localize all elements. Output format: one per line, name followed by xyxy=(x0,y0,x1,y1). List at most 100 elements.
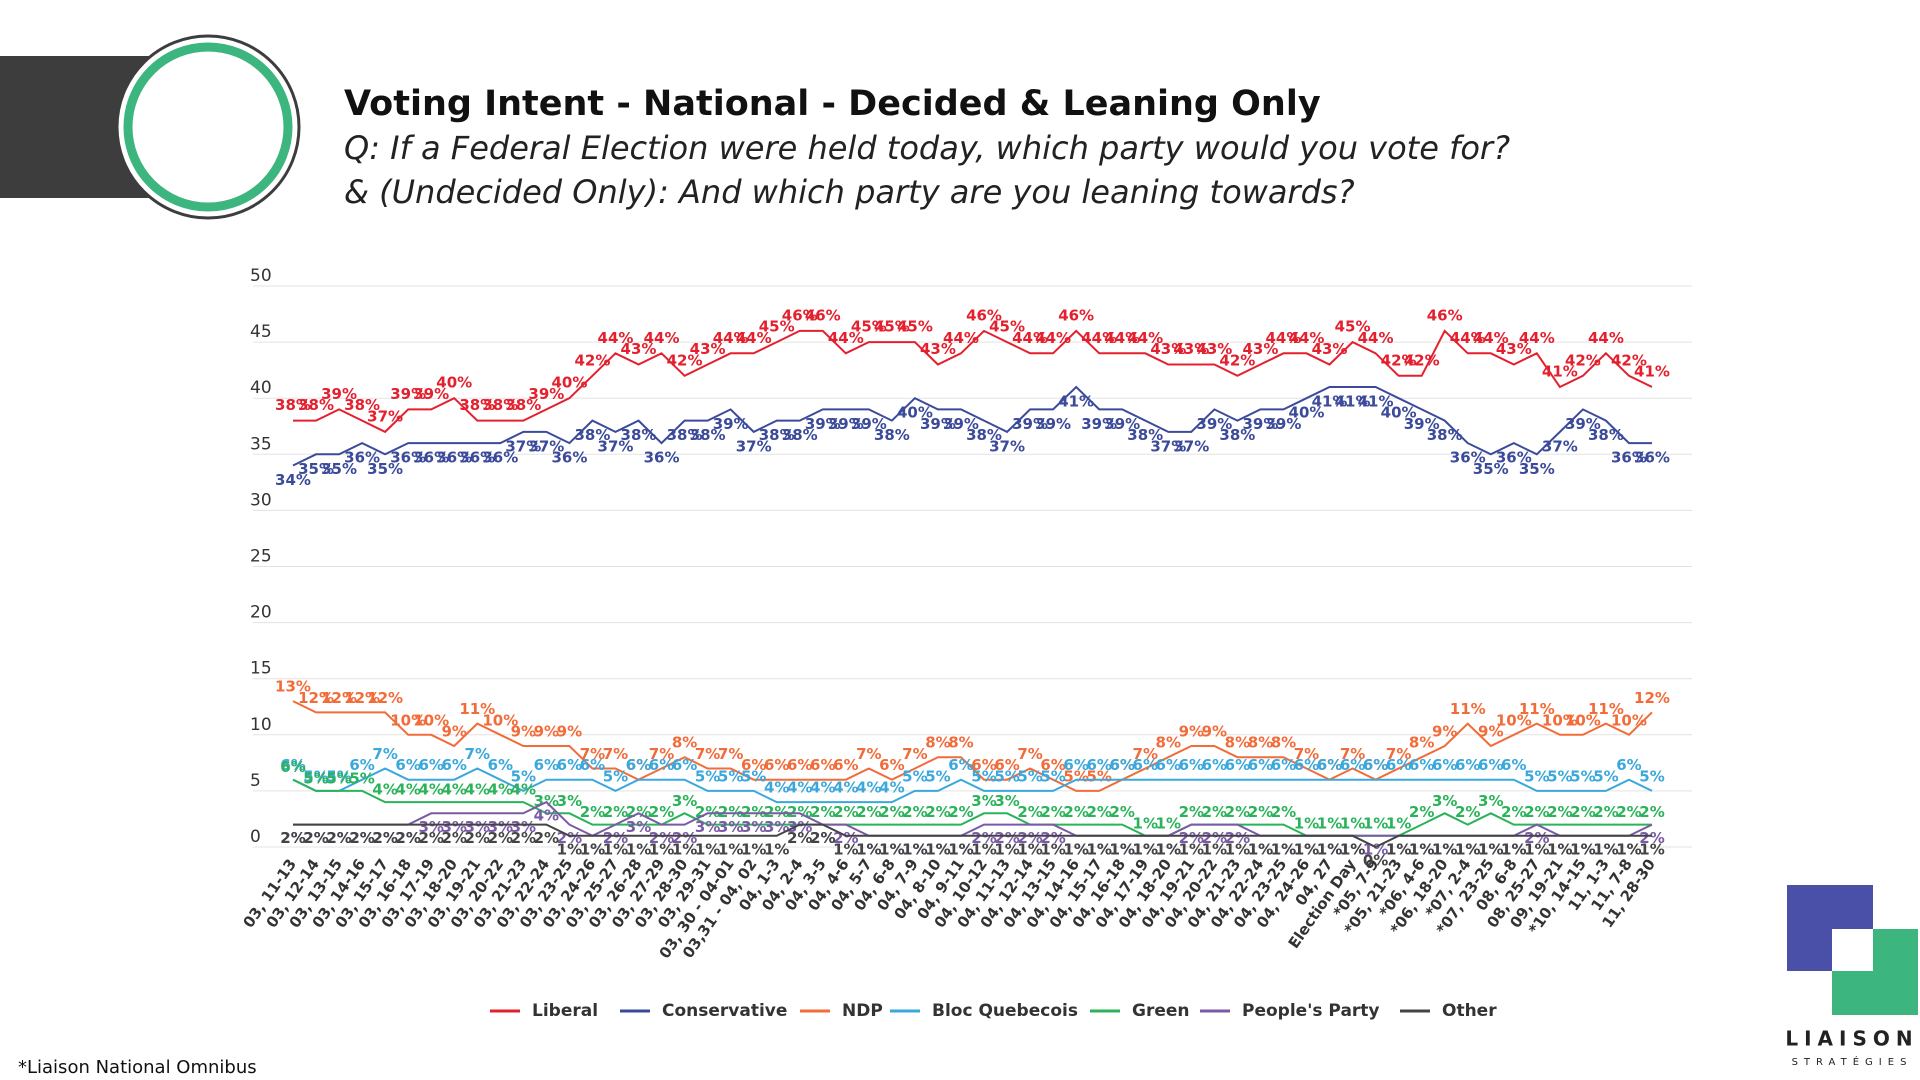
data-label: 6% xyxy=(1225,756,1250,774)
data-label: 1% xyxy=(672,840,697,858)
data-label: 1% xyxy=(1524,840,1549,858)
y-tick-label: 50 xyxy=(250,266,272,286)
data-label: 6% xyxy=(395,756,420,774)
data-label: 46% xyxy=(966,306,1002,324)
data-label: 7% xyxy=(695,745,720,763)
data-label: 4% xyxy=(879,779,904,797)
data-label: 1% xyxy=(1570,840,1595,858)
data-label: 9% xyxy=(1478,723,1503,741)
data-label: 1% xyxy=(1271,840,1296,858)
data-label: 8% xyxy=(925,734,950,752)
data-label: 2% xyxy=(1225,803,1250,821)
data-label: 10% xyxy=(482,711,518,729)
data-label: 4% xyxy=(395,781,420,799)
data-label: 39% xyxy=(528,385,564,403)
data-label: 37% xyxy=(367,407,403,425)
data-label: 1% xyxy=(1248,840,1273,858)
data-label: 39% xyxy=(851,415,887,433)
data-label: 2% xyxy=(1017,803,1042,821)
data-label: 7% xyxy=(1294,745,1319,763)
data-label: 36% xyxy=(390,449,426,467)
data-label: 2% xyxy=(418,829,443,847)
data-label: 2% xyxy=(925,803,950,821)
data-label: 5% xyxy=(925,767,950,785)
data-label: 45% xyxy=(759,318,795,336)
logo-tagline: STRATÉGIES xyxy=(1792,1055,1913,1068)
data-label: 7% xyxy=(856,745,881,763)
data-label: 1% xyxy=(1040,840,1065,858)
data-label: 6% xyxy=(1271,756,1296,774)
data-label: 39% xyxy=(413,385,449,403)
data-label: 5% xyxy=(902,767,927,785)
data-label: 2% xyxy=(1409,803,1434,821)
data-label: 43% xyxy=(1173,340,1209,358)
data-label: 9% xyxy=(534,723,559,741)
data-label: 1% xyxy=(1639,840,1664,858)
data-label: 2% xyxy=(741,803,766,821)
data-label: 7% xyxy=(603,745,628,763)
logo-name: LIAISON xyxy=(1785,1027,1918,1051)
footnote: *Liaison National Omnibus xyxy=(18,1057,257,1078)
data-label: 46% xyxy=(805,306,841,324)
data-label: 2% xyxy=(810,829,835,847)
data-label: 1% xyxy=(626,840,651,858)
data-label: 1% xyxy=(1616,840,1641,858)
data-label: 42% xyxy=(1219,351,1255,369)
data-label: 1% xyxy=(1294,840,1319,858)
data-label: 46% xyxy=(1427,306,1463,324)
data-label: 38% xyxy=(482,396,518,414)
data-label: 11% xyxy=(1450,700,1486,718)
data-label: 4% xyxy=(488,781,513,799)
data-label: 1% xyxy=(580,840,605,858)
data-label: 5% xyxy=(326,769,351,787)
data-label: 3% xyxy=(1478,792,1503,810)
data-label: 2% xyxy=(442,829,467,847)
data-label: 41% xyxy=(1542,362,1578,380)
data-label: 5% xyxy=(741,767,766,785)
data-label: 38% xyxy=(667,426,703,444)
data-label: 2% xyxy=(718,803,743,821)
data-label: 40% xyxy=(1381,404,1417,422)
data-label: 36% xyxy=(1634,449,1670,467)
chart-title: Voting Intent - National - Decided & Lea… xyxy=(344,84,1321,124)
data-label: 5% xyxy=(994,767,1019,785)
data-label: 6% xyxy=(1063,756,1088,774)
data-label: 1% xyxy=(1363,814,1388,832)
data-label: 39% xyxy=(713,415,749,433)
data-label: 7% xyxy=(1386,745,1411,763)
data-label: 1% xyxy=(649,840,674,858)
data-label: 4% xyxy=(511,781,536,799)
data-label: 1% xyxy=(1317,840,1342,858)
data-label: 5% xyxy=(303,769,328,787)
data-label: 8% xyxy=(948,734,973,752)
data-label: 3% xyxy=(695,818,720,836)
data-label: 6% xyxy=(1294,756,1319,774)
data-label: 7% xyxy=(465,745,490,763)
data-label: 2% xyxy=(948,803,973,821)
data-label: 1% xyxy=(879,840,904,858)
data-label: 1% xyxy=(1086,840,1111,858)
data-label: 6% xyxy=(1386,756,1411,774)
data-label: 1% xyxy=(902,840,927,858)
data-label: 1% xyxy=(1109,840,1134,858)
data-label: 44% xyxy=(943,329,979,347)
data-label: 3% xyxy=(626,818,651,836)
data-label: 41% xyxy=(1335,392,1371,410)
data-label: 37% xyxy=(989,437,1025,455)
data-label: 5% xyxy=(1040,767,1065,785)
data-label: 6% xyxy=(1363,756,1388,774)
data-label: 2% xyxy=(649,803,674,821)
data-label: 5% xyxy=(511,767,536,785)
y-tick-label: 0 xyxy=(250,827,261,847)
data-label: 39% xyxy=(920,415,956,433)
data-label: 10% xyxy=(1496,711,1532,729)
data-label: 38% xyxy=(344,396,380,414)
data-label: 1% xyxy=(1063,840,1088,858)
data-label: 6% xyxy=(1109,756,1134,774)
data-label: 1% xyxy=(1547,840,1572,858)
data-label: 2% xyxy=(994,829,1019,847)
data-label: 2% xyxy=(1616,803,1641,821)
data-label: 4% xyxy=(418,781,443,799)
data-label: 1% xyxy=(1478,840,1503,858)
